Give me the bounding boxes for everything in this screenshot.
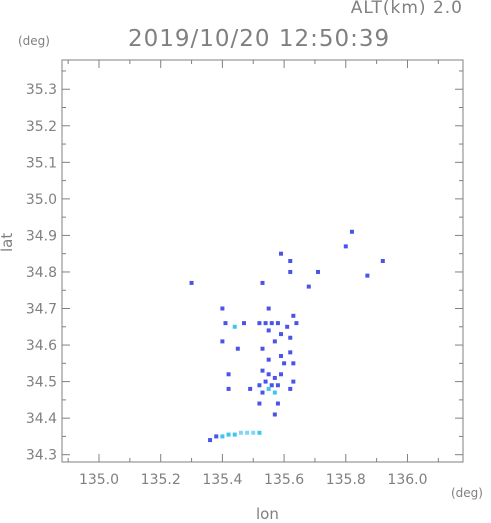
y-tick-label: 35.1 <box>26 155 57 171</box>
echo-point <box>189 280 194 285</box>
x-unit-label: (deg) <box>451 486 483 500</box>
echo-point <box>316 269 321 274</box>
echo-point <box>232 432 237 437</box>
echo-point <box>226 386 231 391</box>
echo-point <box>279 372 284 377</box>
echo-point <box>285 324 290 329</box>
y-tick-label: 34.3 <box>26 448 57 464</box>
echo-point <box>260 346 265 351</box>
plot-frame <box>61 59 464 463</box>
echo-point <box>208 438 213 443</box>
altitude-label: ALT(km) 2.0 <box>350 0 463 18</box>
x-tick-label: 135.4 <box>202 472 242 488</box>
y-unit-label: (deg) <box>18 34 50 48</box>
echo-point <box>226 372 231 377</box>
y-tick-label: 34.6 <box>26 338 57 354</box>
echo-point <box>220 339 225 344</box>
echo-point <box>235 346 240 351</box>
echo-point <box>257 383 262 388</box>
echo-point <box>288 386 293 391</box>
x-tick-label: 135.8 <box>326 472 366 488</box>
y-tick-label: 34.8 <box>26 265 57 281</box>
echo-point <box>272 339 277 344</box>
y-tick-label: 34.5 <box>26 375 57 391</box>
echo-point <box>275 321 280 326</box>
echo-point <box>220 306 225 311</box>
echo-point <box>223 321 228 326</box>
echo-point <box>266 328 271 333</box>
echo-point <box>279 251 284 256</box>
echo-point <box>257 321 262 326</box>
echo-point <box>306 284 311 289</box>
echo-point <box>288 269 293 274</box>
echo-point <box>263 379 268 384</box>
echo-point <box>260 390 265 395</box>
echo-point <box>266 372 271 377</box>
echo-point <box>275 401 280 406</box>
echo-point <box>241 321 246 326</box>
echo-point <box>260 368 265 373</box>
echo-point <box>266 386 271 391</box>
echo-point <box>266 357 271 362</box>
echo-point <box>269 321 274 326</box>
echo-point <box>251 430 256 435</box>
echo-point <box>272 375 277 380</box>
y-tick-label: 34.4 <box>26 411 57 427</box>
echo-point <box>380 259 385 263</box>
echo-point <box>263 321 268 326</box>
y-tick-label: 34.9 <box>26 228 57 244</box>
echo-point <box>349 229 354 234</box>
echo-point <box>272 412 277 417</box>
echo-point <box>248 386 253 391</box>
echo-point <box>291 361 296 366</box>
x-tick-label: 136.0 <box>387 472 427 488</box>
echo-point <box>257 401 262 406</box>
x-tick-label: 135.0 <box>79 472 119 488</box>
y-tick-label: 35.3 <box>26 82 57 98</box>
echo-point <box>288 350 293 355</box>
echo-point <box>275 383 280 388</box>
echo-point <box>220 434 225 439</box>
echo-point <box>288 259 293 263</box>
echo-point <box>291 379 296 384</box>
echo-point <box>226 432 231 437</box>
echo-point <box>343 244 348 249</box>
timestamp-title: 2019/10/20 12:50:39 <box>128 26 391 52</box>
echo-point <box>291 313 296 318</box>
echo-point <box>260 280 265 285</box>
x-tick-label: 135.6 <box>264 472 304 488</box>
echo-point <box>272 390 277 395</box>
echo-point <box>257 430 262 435</box>
echo-point <box>279 354 284 359</box>
y-tick-label: 35.0 <box>26 192 57 208</box>
x-axis-label: lon <box>256 505 279 523</box>
echo-point <box>294 321 299 326</box>
x-tick-label: 135.2 <box>141 472 181 488</box>
echo-point <box>279 332 284 337</box>
echo-point <box>269 383 274 388</box>
echo-point <box>266 306 271 311</box>
echo-point <box>282 361 287 366</box>
echo-point <box>214 434 219 439</box>
echo-point <box>232 324 237 329</box>
echo-point <box>238 430 243 435</box>
echo-point <box>245 430 250 435</box>
echo-point <box>365 273 370 278</box>
echo-point <box>288 335 293 340</box>
y-tick-label: 34.7 <box>26 302 57 318</box>
y-tick-label: 35.2 <box>26 119 57 135</box>
